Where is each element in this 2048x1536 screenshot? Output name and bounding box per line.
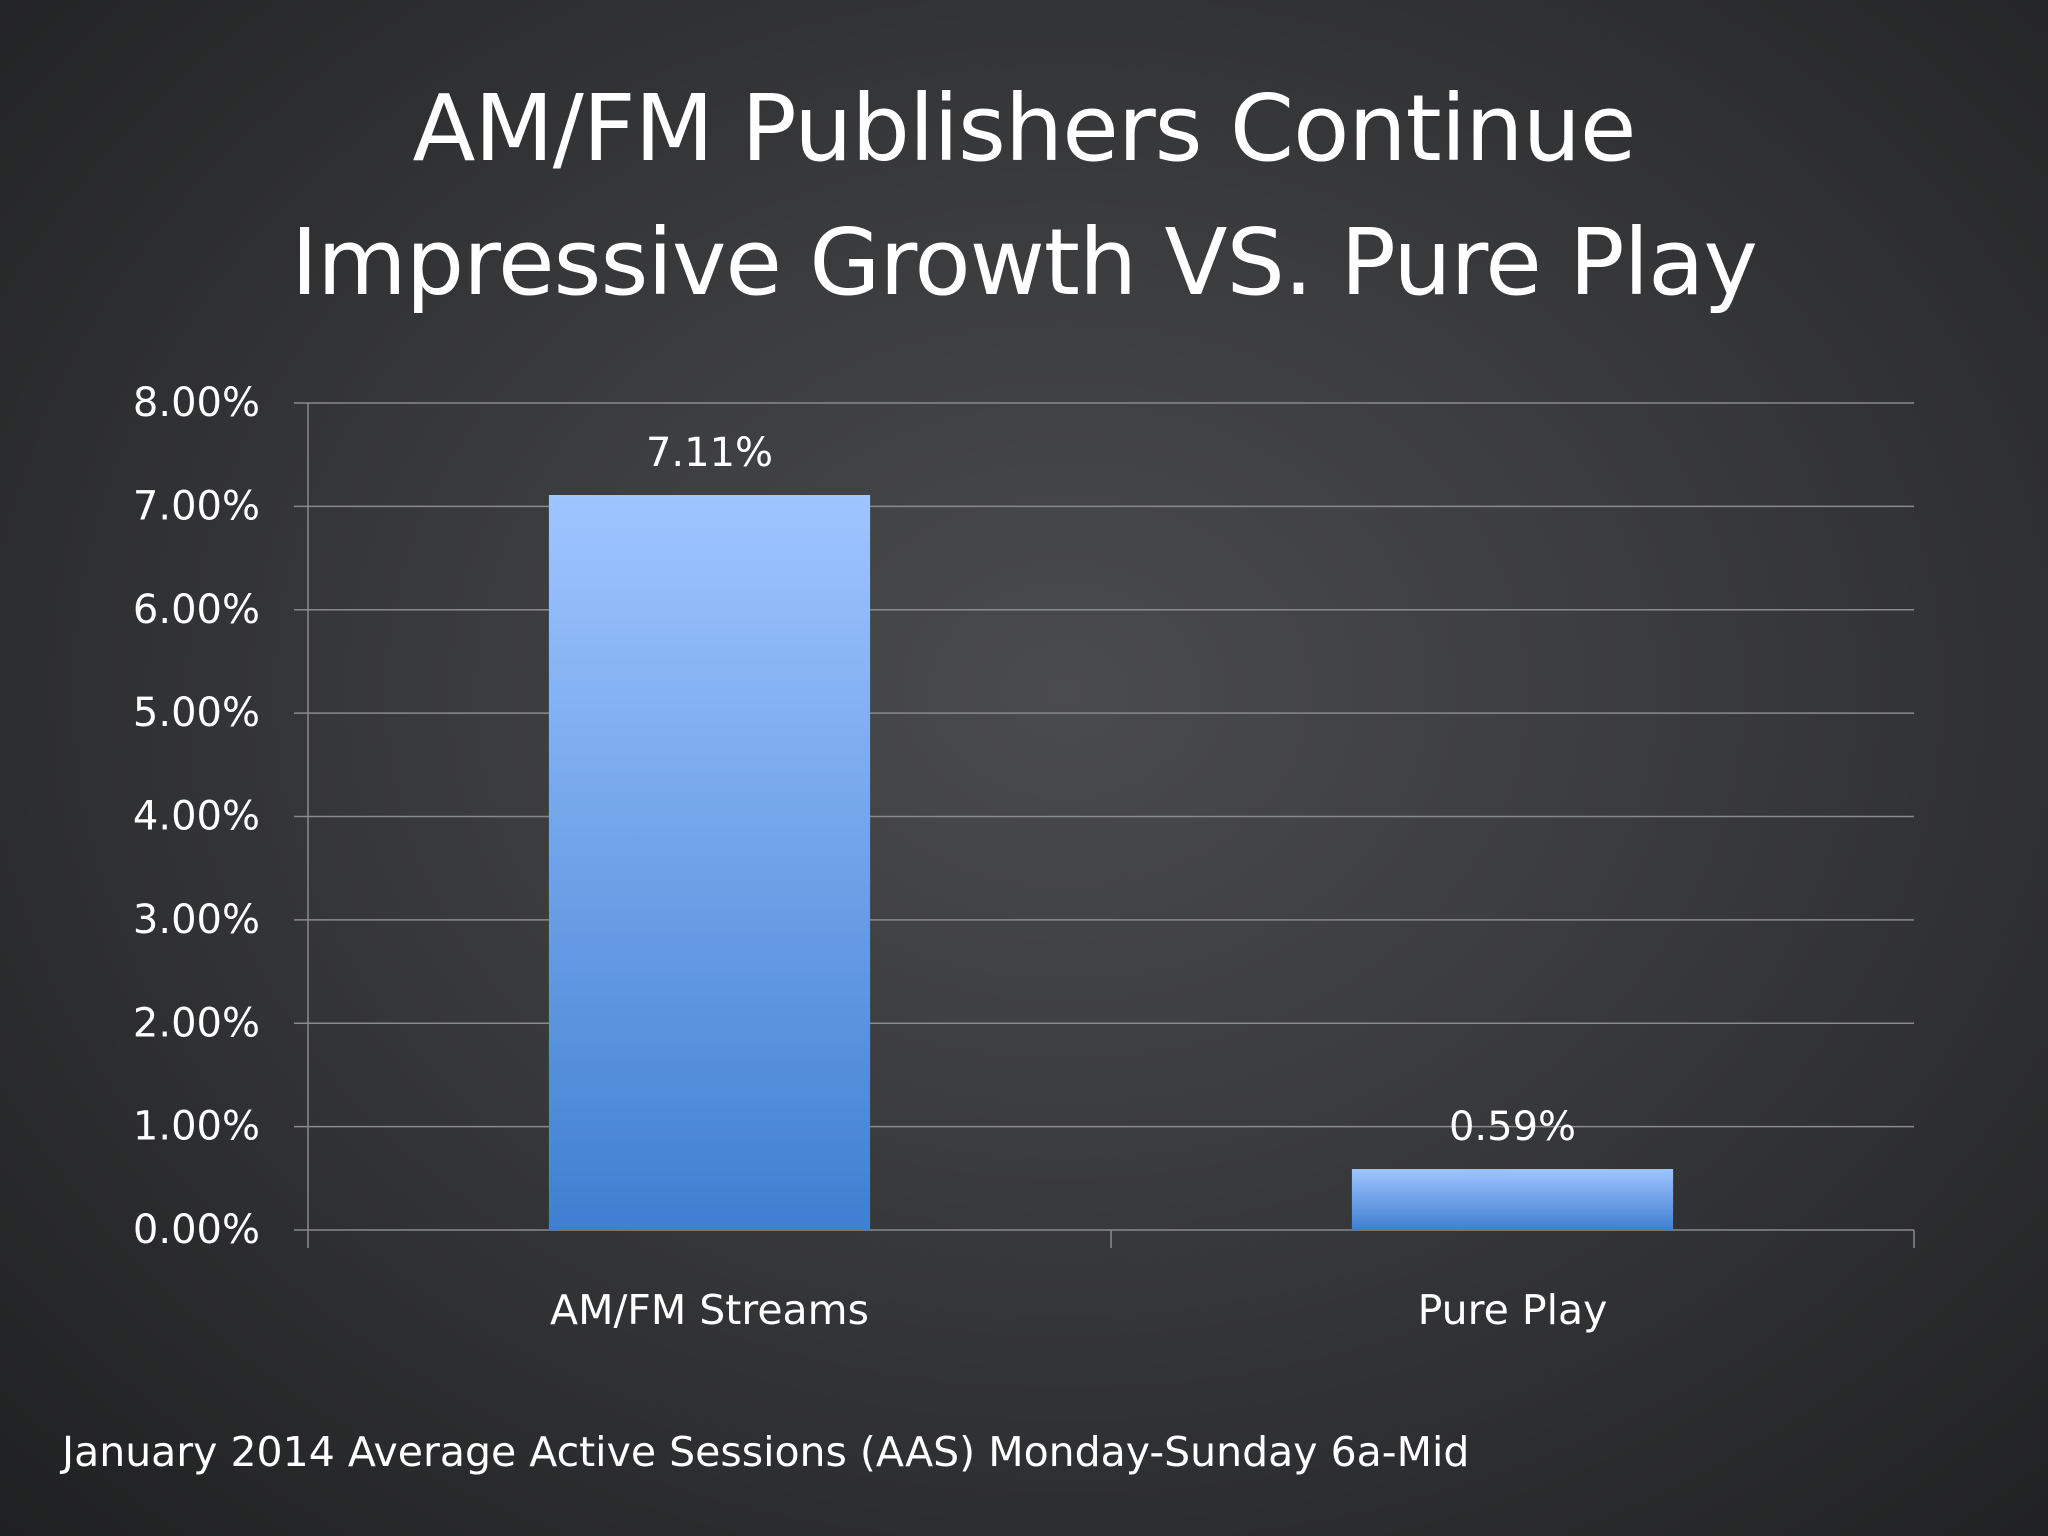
y-tick-label: 2.00% [133, 1000, 260, 1046]
y-tick-label: 8.00% [133, 380, 260, 426]
bar-chart: 0.00% 1.00% 2.00% 3.00% 4.00% 5.00% 6.00% 7.00%… [133, 380, 1915, 1334]
slide-title: AM/FM Publishers Continue Impressive Gro… [0, 62, 2048, 330]
axes [294, 402, 1915, 1248]
labels: 0.00% 1.00% 2.00% 3.00% 4.00% 5.00% 6.00% 7.00%… [133, 380, 1607, 1334]
bars [548, 495, 1674, 1230]
data-label: 0.59% [1449, 1104, 1576, 1150]
y-tick-label: 0.00% [133, 1207, 260, 1253]
y-tick-label: 4.00% [133, 794, 260, 840]
data-label: 7.11% [646, 430, 773, 476]
y-tick-label: 1.00% [133, 1104, 260, 1150]
y-tick-label: 7.00% [133, 483, 260, 529]
slide-title-line-2: Impressive Growth VS. Pure Play [290, 209, 1758, 316]
x-category-label: Pure Play [1418, 1286, 1608, 1334]
x-category-label: AM/FM Streams [550, 1286, 869, 1334]
slide-title-line-1: AM/FM Publishers Continue [412, 75, 1636, 182]
source-footnote: January 2014 Average Active Sessions (AA… [62, 1428, 1470, 1476]
bar [548, 495, 871, 1230]
y-tick-label: 3.00% [133, 897, 260, 943]
bar [1351, 1169, 1674, 1230]
y-tick-label: 6.00% [133, 587, 260, 633]
y-tick-label: 5.00% [133, 690, 260, 736]
